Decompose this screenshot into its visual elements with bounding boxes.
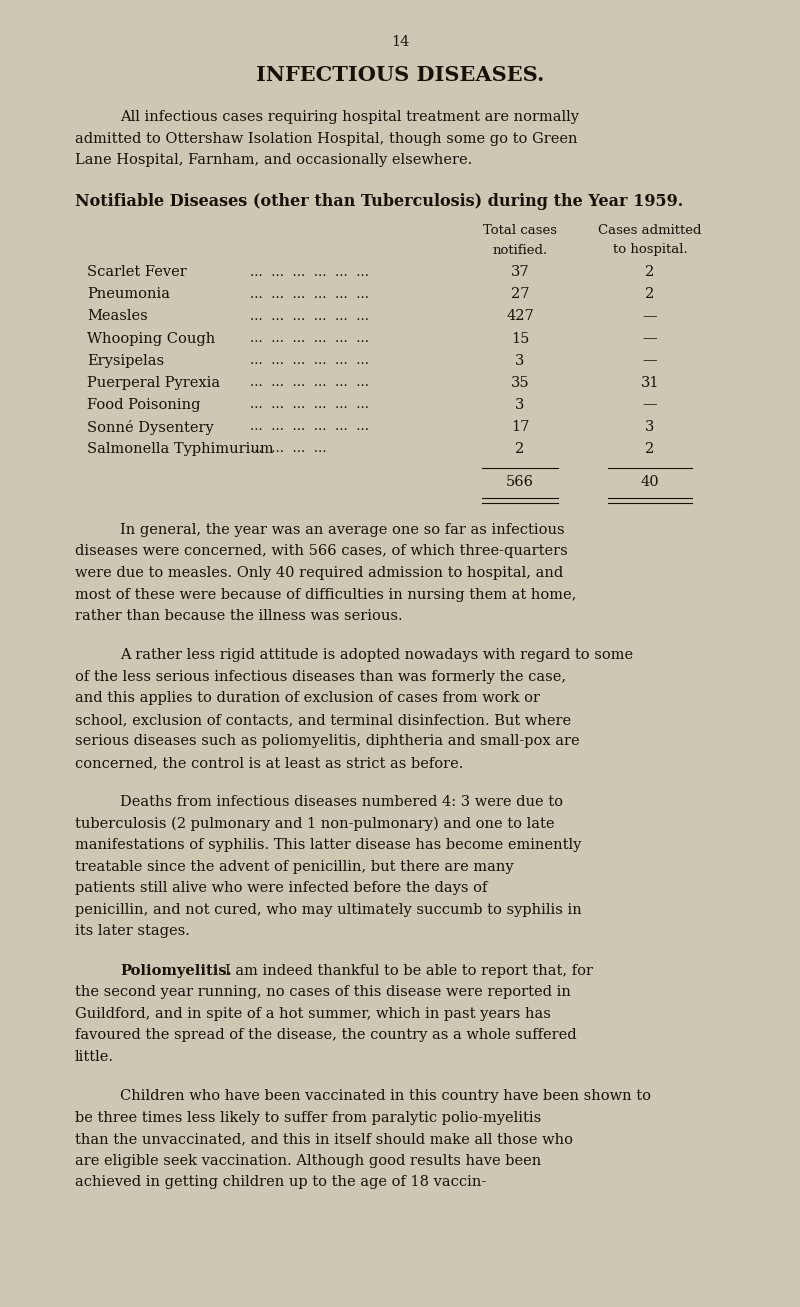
Text: admitted to Ottershaw Isolation Hospital, though some go to Green: admitted to Ottershaw Isolation Hospital… (75, 132, 578, 145)
Text: and this applies to duration of exclusion of cases from work or: and this applies to duration of exclusio… (75, 691, 540, 706)
Text: be three times less likely to suffer from paralytic polio-myelitis: be three times less likely to suffer fro… (75, 1111, 542, 1125)
Text: Salmonella Typhimurium: Salmonella Typhimurium (87, 442, 274, 456)
Text: penicillin, and not cured, who may ultimately succumb to syphilis in: penicillin, and not cured, who may ultim… (75, 903, 582, 918)
Text: ...  ...  ...  ...  ...  ...: ... ... ... ... ... ... (250, 310, 369, 323)
Text: ...  ...  ...  ...: ... ... ... ... (250, 442, 326, 455)
Text: 2: 2 (646, 288, 654, 302)
Text: ...  ...  ...  ...  ...  ...: ... ... ... ... ... ... (250, 265, 369, 278)
Text: 2: 2 (646, 265, 654, 280)
Text: Guildford, and in spite of a hot summer, which in past years has: Guildford, and in spite of a hot summer,… (75, 1006, 551, 1021)
Text: —: — (642, 332, 658, 345)
Text: 35: 35 (510, 375, 530, 389)
Text: Notifiable Diseases (other than Tuberculosis) during the Year 1959.: Notifiable Diseases (other than Tubercul… (75, 192, 683, 209)
Text: diseases were concerned, with 566 cases, of which three-quarters: diseases were concerned, with 566 cases,… (75, 545, 568, 558)
Text: 17: 17 (511, 420, 529, 434)
Text: 15: 15 (511, 332, 529, 345)
Text: ...  ...  ...  ...  ...  ...: ... ... ... ... ... ... (250, 353, 369, 366)
Text: 3: 3 (515, 353, 525, 367)
Text: Erysipelas: Erysipelas (87, 353, 164, 367)
Text: 3: 3 (646, 420, 654, 434)
Text: 427: 427 (506, 310, 534, 324)
Text: Food Poisoning: Food Poisoning (87, 397, 201, 412)
Text: Scarlet Fever: Scarlet Fever (87, 265, 186, 280)
Text: Sonné Dysentery: Sonné Dysentery (87, 420, 214, 434)
Text: Measles: Measles (87, 310, 148, 324)
Text: rather than because the illness was serious.: rather than because the illness was seri… (75, 609, 402, 623)
Text: notified.: notified. (492, 243, 548, 256)
Text: concerned, the control is at least as strict as before.: concerned, the control is at least as st… (75, 755, 463, 770)
Text: Cases admitted: Cases admitted (598, 225, 702, 238)
Text: —: — (642, 310, 658, 324)
Text: Lane Hospital, Farnham, and occasionally elsewhere.: Lane Hospital, Farnham, and occasionally… (75, 153, 472, 167)
Text: the second year running, no cases of this disease were reported in: the second year running, no cases of thi… (75, 985, 571, 1000)
Text: ...  ...  ...  ...  ...  ...: ... ... ... ... ... ... (250, 332, 369, 345)
Text: ...  ...  ...  ...  ...  ...: ... ... ... ... ... ... (250, 288, 369, 301)
Text: 14: 14 (391, 35, 409, 48)
Text: 31: 31 (641, 375, 659, 389)
Text: 3: 3 (515, 397, 525, 412)
Text: most of these were because of difficulties in nursing them at home,: most of these were because of difficulti… (75, 588, 576, 601)
Text: ...  ...  ...  ...  ...  ...: ... ... ... ... ... ... (250, 375, 369, 388)
Text: A rather less rigid attitude is adopted nowadays with regard to some: A rather less rigid attitude is adopted … (120, 648, 633, 663)
Text: 566: 566 (506, 476, 534, 490)
Text: Total cases: Total cases (483, 225, 557, 238)
Text: to hospital.: to hospital. (613, 243, 687, 256)
Text: ...  ...  ...  ...  ...  ...: ... ... ... ... ... ... (250, 420, 369, 433)
Text: serious diseases such as poliomyelitis, diphtheria and small-pox are: serious diseases such as poliomyelitis, … (75, 735, 580, 749)
Text: 37: 37 (510, 265, 530, 280)
Text: manifestations of syphilis. This latter disease has become eminently: manifestations of syphilis. This latter … (75, 839, 582, 852)
Text: tuberculosis (2 pulmonary and 1 non-pulmonary) and one to late: tuberculosis (2 pulmonary and 1 non-pulm… (75, 817, 554, 831)
Text: —: — (642, 397, 658, 412)
Text: 27: 27 (510, 288, 530, 302)
Text: achieved in getting children up to the age of 18 vaccin-: achieved in getting children up to the a… (75, 1175, 486, 1189)
Text: school, exclusion of contacts, and terminal disinfection. But where: school, exclusion of contacts, and termi… (75, 714, 571, 727)
Text: treatable since the advent of penicillin, but there are many: treatable since the advent of penicillin… (75, 860, 514, 874)
Text: 40: 40 (641, 476, 659, 490)
Text: patients still alive who were infected before the days of: patients still alive who were infected b… (75, 881, 487, 895)
Text: In general, the year was an average one so far as infectious: In general, the year was an average one … (120, 523, 565, 537)
Text: Poliomyelitis.: Poliomyelitis. (120, 965, 232, 978)
Text: Children who have been vaccinated in this country have been shown to: Children who have been vaccinated in thi… (120, 1090, 651, 1103)
Text: than the unvaccinated, and this in itself should make all those who: than the unvaccinated, and this in itsel… (75, 1132, 573, 1146)
Text: 2: 2 (515, 442, 525, 456)
Text: Puerperal Pyrexia: Puerperal Pyrexia (87, 375, 220, 389)
Text: —: — (642, 353, 658, 367)
Text: INFECTIOUS DISEASES.: INFECTIOUS DISEASES. (256, 65, 544, 85)
Text: ...  ...  ...  ...  ...  ...: ... ... ... ... ... ... (250, 397, 369, 410)
Text: little.: little. (75, 1050, 114, 1064)
Text: were due to measles. Only 40 required admission to hospital, and: were due to measles. Only 40 required ad… (75, 566, 563, 580)
Text: its later stages.: its later stages. (75, 924, 190, 938)
Text: 2: 2 (646, 442, 654, 456)
Text: of the less serious infectious diseases than was formerly the case,: of the less serious infectious diseases … (75, 670, 566, 684)
Text: Pneumonia: Pneumonia (87, 288, 170, 302)
Text: All infectious cases requiring hospital treatment are normally: All infectious cases requiring hospital … (120, 110, 579, 124)
Text: I am indeed thankful to be able to report that, for: I am indeed thankful to be able to repor… (225, 965, 593, 978)
Text: Deaths from infectious diseases numbered 4: 3 were due to: Deaths from infectious diseases numbered… (120, 796, 563, 809)
Text: Whooping Cough: Whooping Cough (87, 332, 215, 345)
Text: are eligible seek vaccination. Although good results have been: are eligible seek vaccination. Although … (75, 1154, 542, 1168)
Text: favoured the spread of the disease, the country as a whole suffered: favoured the spread of the disease, the … (75, 1029, 577, 1043)
